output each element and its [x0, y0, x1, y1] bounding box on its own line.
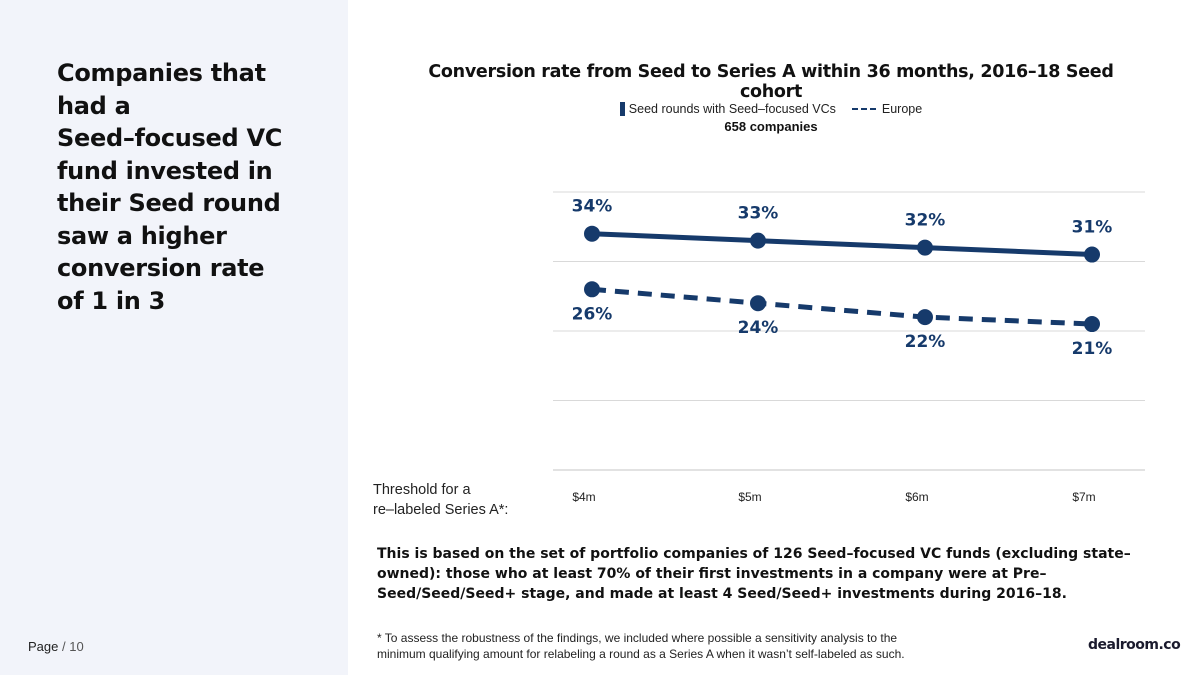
- x-tick-label: $7m: [1072, 490, 1095, 504]
- page-indicator: Page / 10: [28, 639, 84, 654]
- headline-line: of 1 in 3: [57, 286, 166, 315]
- headline-line: Companies that: [57, 59, 266, 87]
- page-separator: /: [62, 639, 66, 654]
- legend-subtitle: 658 companies: [724, 119, 818, 134]
- europe-line: [591, 286, 1093, 327]
- data-label: 24%: [738, 318, 779, 338]
- legend-label-europe: Europe: [881, 102, 923, 116]
- data-label: 31%: [1072, 218, 1113, 238]
- footnote-line2: minimum qualifying amount for relabeling…: [377, 647, 905, 661]
- headline-line: their Seed round: [57, 189, 281, 217]
- data-point: [584, 225, 600, 242]
- data-label: 21%: [1072, 339, 1113, 359]
- legend-item-seed-focused: Seed rounds with Seed–focused VCs: [619, 102, 836, 116]
- legend-item-europe: Europe: [851, 102, 923, 116]
- x-axis-caption-line1: Threshold for a: [373, 482, 471, 498]
- page-number: 10: [69, 639, 84, 654]
- data-point: [750, 295, 766, 312]
- x-tick-label: $6m: [905, 490, 928, 504]
- methodology-note: This is based on the set of portfolio co…: [377, 546, 1131, 602]
- data-label: 26%: [572, 304, 613, 324]
- headline-line: Seed–focused VC: [57, 124, 283, 152]
- chart-title: Conversion rate from Seed to Series A wi…: [428, 62, 1114, 102]
- page-label: Page: [28, 639, 59, 654]
- x-tick-label: $4m: [572, 490, 595, 504]
- headline-line: fund invested in: [57, 156, 273, 185]
- x-axis-caption: Threshold for a re–labeled Series A*:: [373, 480, 543, 520]
- data-label: 33%: [738, 204, 779, 224]
- legend-label-seed-focused: Seed rounds with Seed–focused VCs: [628, 102, 836, 116]
- data-label: 32%: [905, 211, 946, 231]
- headline-line: conversion rate: [57, 254, 265, 282]
- x-axis-caption-line2: re–labeled Series A*:: [373, 502, 509, 518]
- legend-solid-swatch: [619, 102, 625, 116]
- data-point: [1084, 316, 1100, 333]
- chart-legend: Seed rounds with Seed–focused VCs Europe: [400, 102, 1142, 116]
- footnote: * To assess the robustness of the findin…: [377, 630, 977, 662]
- headline: Companies that had a Seed–focused VC fun…: [57, 57, 287, 317]
- headline-line: saw a higher: [57, 221, 227, 250]
- data-label: 34%: [572, 197, 613, 217]
- data-point: [917, 309, 933, 326]
- headline-line: had a: [57, 91, 131, 120]
- data-point: [917, 239, 933, 256]
- data-point: [1084, 246, 1100, 263]
- left-panel: [0, 0, 348, 675]
- seed-focused-line: [591, 231, 1093, 258]
- data-point: [750, 232, 766, 249]
- legend-dash-swatch: [851, 108, 876, 110]
- x-tick-label: $5m: [738, 490, 761, 504]
- footnote-line1: * To assess the robustness of the findin…: [377, 631, 898, 645]
- data-point: [584, 281, 600, 298]
- dealroom-logo: dealroom.co: [1088, 637, 1181, 653]
- data-label: 22%: [905, 332, 946, 352]
